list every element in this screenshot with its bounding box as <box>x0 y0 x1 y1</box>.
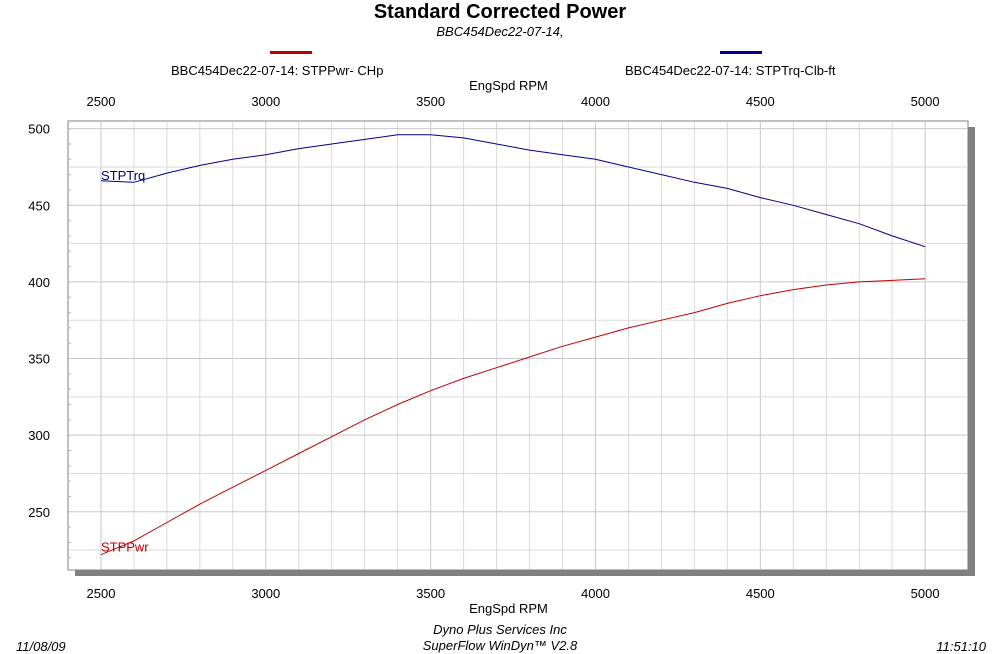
x-tick-label-bottom: 2500 <box>87 586 116 601</box>
legend-swatch-torque <box>720 51 762 54</box>
x-tick-label-top: 4000 <box>581 94 610 109</box>
x-tick-label-bottom: 4000 <box>581 586 610 601</box>
footer-date: 11/08/09 <box>16 639 66 654</box>
x-tick-label-bottom: 3000 <box>251 586 280 601</box>
x-tick-label-top: 4500 <box>746 94 775 109</box>
y-tick-label: 350 <box>28 352 50 367</box>
x-axis-title-bottom: EngSpd RPM <box>469 601 548 616</box>
y-tick-label: 400 <box>28 275 50 290</box>
footer-software: SuperFlow WinDyn™ V2.8 <box>422 638 578 653</box>
series-label-power: STPPwr <box>101 540 149 555</box>
legend-label-torque: BBC454Dec22-07-14: STPTrq-Clb-ft <box>625 63 836 78</box>
chart-subtitle: BBC454Dec22-07-14, <box>436 24 564 39</box>
series-line-power <box>100 278 926 556</box>
x-tick-label-bottom: 5000 <box>911 586 940 601</box>
x-tick-label-top: 2500 <box>87 94 116 109</box>
legend-swatch-power <box>270 51 312 54</box>
footer-time: 11:51:10 <box>936 639 986 654</box>
x-tick-label-bottom: 3500 <box>416 586 445 601</box>
y-tick-label: 250 <box>28 505 50 520</box>
x-axis-title-top: EngSpd RPM <box>469 78 548 93</box>
chart-title: Standard Corrected Power <box>373 1 627 23</box>
x-tick-label-top: 3000 <box>251 94 280 109</box>
y-tick-label: 300 <box>28 428 50 443</box>
series-line-torque <box>100 134 926 248</box>
series-label-torque: STPTrq <box>101 168 145 183</box>
x-tick-label-bottom: 4500 <box>746 586 775 601</box>
y-tick-label: 500 <box>28 122 50 137</box>
x-tick-label-top: 5000 <box>911 94 940 109</box>
y-tick-label: 450 <box>28 198 50 213</box>
legend-label-power: BBC454Dec22-07-14: STPPwr- CHp <box>171 63 384 78</box>
footer-company: Dyno Plus Services Inc <box>433 622 567 637</box>
x-tick-label-top: 3500 <box>416 94 445 109</box>
